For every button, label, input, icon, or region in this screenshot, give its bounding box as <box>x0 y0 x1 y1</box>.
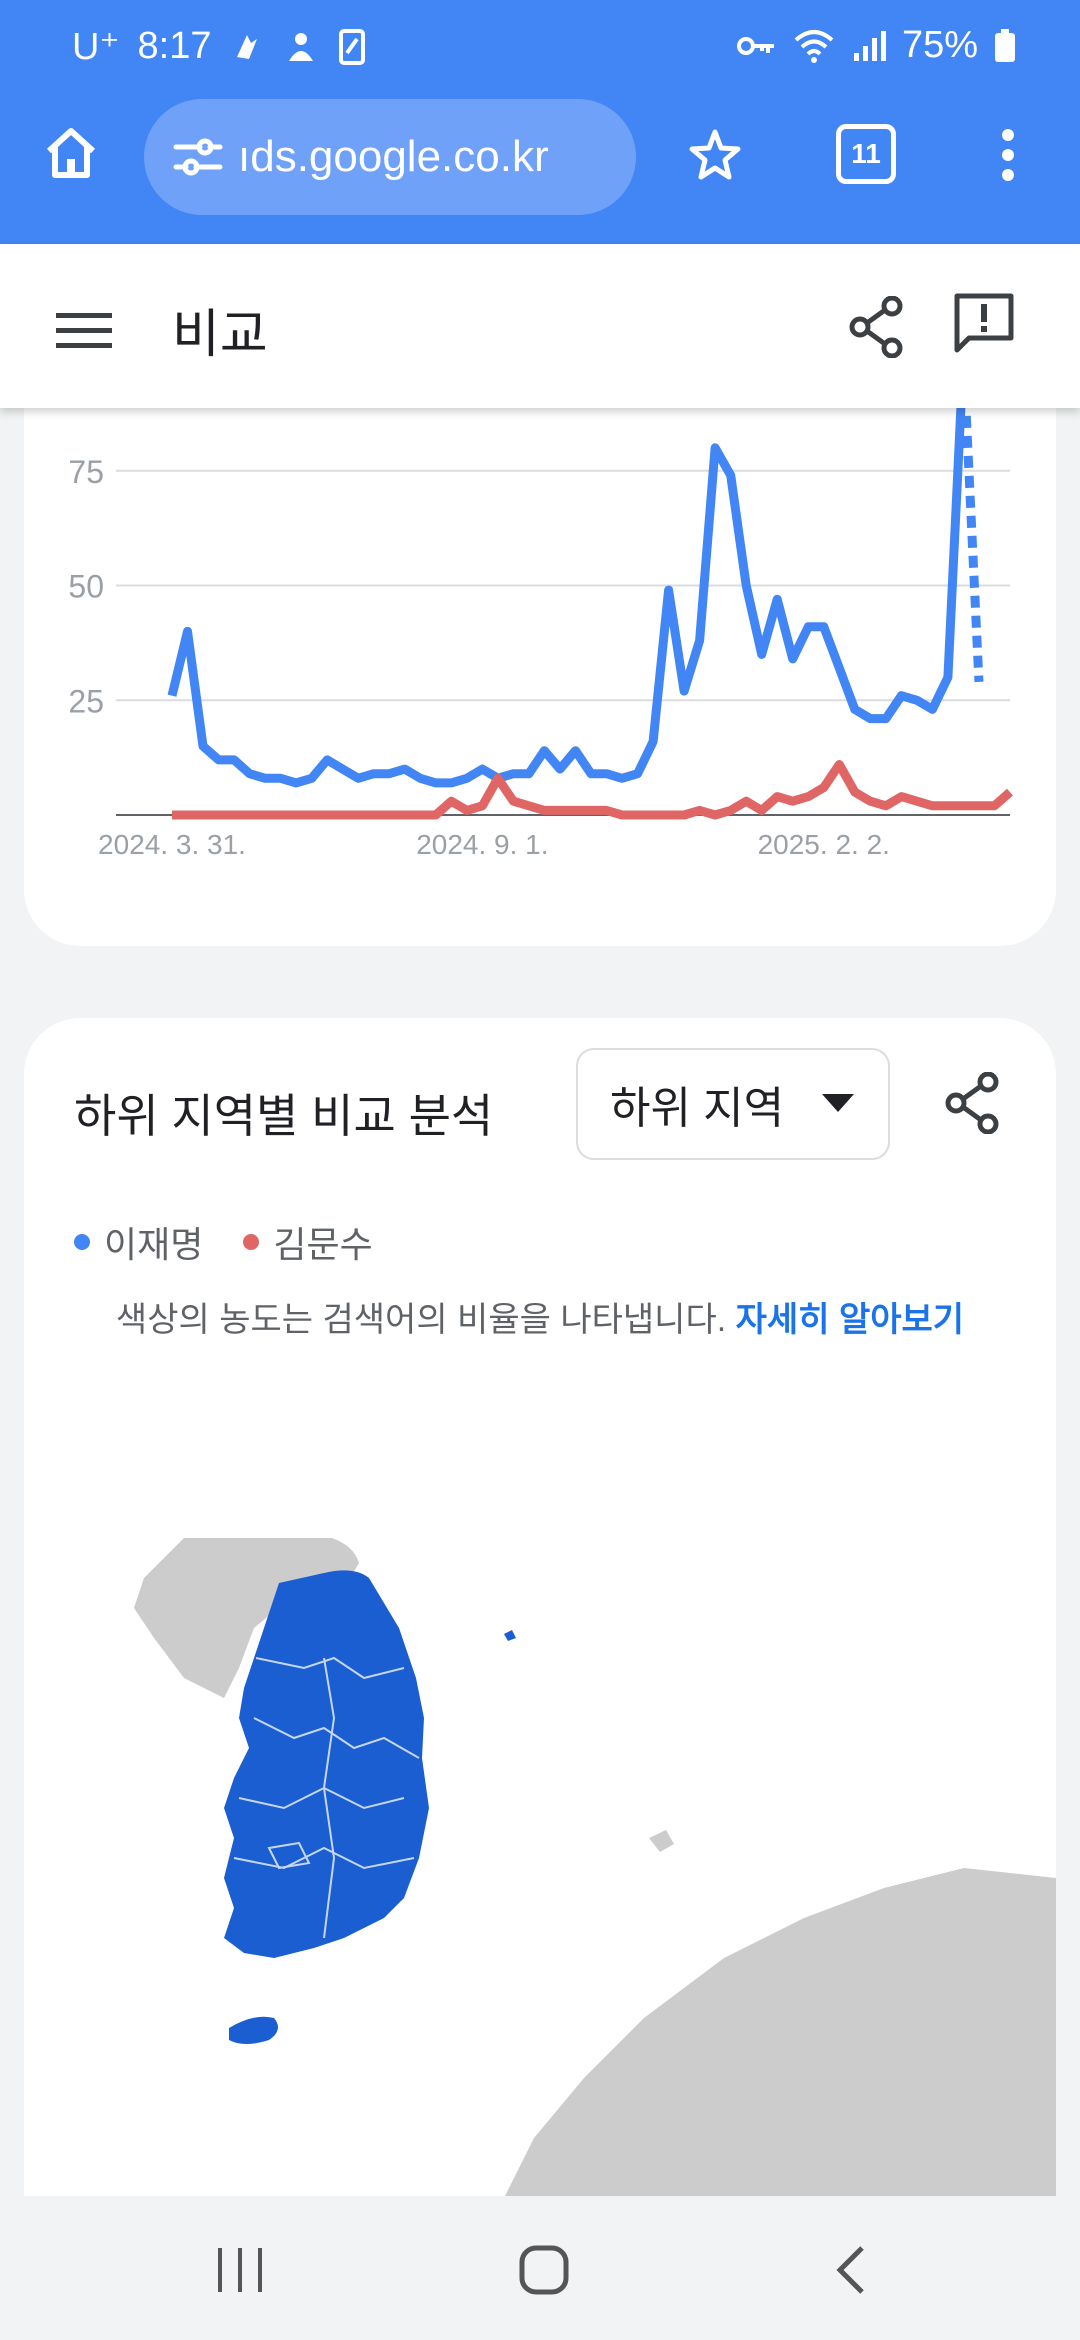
carrier-label: U⁺ <box>72 26 120 68</box>
learn-more-link[interactable]: 자세히 알아보기 <box>735 1301 965 1339</box>
series-line-kim <box>172 760 1013 820</box>
share-icon <box>945 1072 999 1134</box>
map-region-ulleung[interactable] <box>504 1630 516 1641</box>
status-bar: U⁺ 8:17 75% <box>0 0 1080 96</box>
chevron-down-icon <box>822 1094 854 1112</box>
bookmark-star-icon <box>689 129 741 180</box>
more-menu-button[interactable] <box>986 120 1030 190</box>
bookmark-button[interactable] <box>680 120 750 190</box>
more-menu-icon <box>1002 129 1014 181</box>
share-button[interactable] <box>846 292 906 362</box>
menu-button[interactable] <box>52 304 116 358</box>
map-region-jeju[interactable] <box>229 2016 278 2044</box>
recent-apps-button[interactable] <box>210 2240 270 2300</box>
note-text: 색상의 농도는 검색어의 비율을 나타냅니다. <box>115 1301 727 1339</box>
color-intensity-note: 색상의 농도는 검색어의 비율을 나타냅니다. 자세히 알아보기 <box>24 1292 1056 1341</box>
system-nav-bar <box>0 2196 1080 2340</box>
clock: 8:17 <box>137 25 212 67</box>
y-tick-label: 25 <box>68 683 104 719</box>
interest-line-chart: 25 50 75 2024. 3. 31. 2024. 9. 1. 2025. 2. 2… <box>68 355 1013 860</box>
key-icon <box>736 36 774 55</box>
x-tick-label: 2025. 2. 2. <box>758 829 890 860</box>
home-button[interactable] <box>38 120 104 186</box>
legend-label-kim: 김문수 <box>273 1224 373 1265</box>
dropdown-label: 하위 지역 <box>610 1084 785 1133</box>
y-tick-label: 75 <box>68 454 104 490</box>
feedback-button[interactable] <box>952 290 1016 358</box>
legend-dot-lee <box>74 1234 90 1250</box>
page-title: 비교 <box>172 306 268 364</box>
y-tick-label: 50 <box>68 569 104 605</box>
app-icon <box>289 32 314 61</box>
tab-count: 11 <box>851 138 881 169</box>
notification-icon <box>237 34 258 59</box>
back-icon <box>836 2246 864 2294</box>
map-land-japan <box>504 1868 1056 2198</box>
wifi-icon <box>794 29 834 63</box>
section-title: 하위 지역별 비교 분석 <box>74 1090 494 1142</box>
home-button-icon <box>519 2245 569 2295</box>
korea-region-map[interactable] <box>24 1018 1056 2198</box>
tab-switcher-icon[interactable]: 11 <box>836 124 896 184</box>
share-icon <box>849 296 903 358</box>
address-bar[interactable]: ıds.google.co.kr <box>144 99 636 215</box>
map-region-borders <box>233 1656 420 1939</box>
recent-apps-icon <box>218 2248 262 2292</box>
battery-percent: 75% <box>901 24 978 66</box>
browser-toolbar: ıds.google.co.kr 11 <box>0 96 1080 244</box>
signal-icon <box>853 30 886 61</box>
home-icon <box>46 128 96 178</box>
site-settings-icon[interactable] <box>170 129 226 185</box>
feedback-icon <box>954 293 1014 353</box>
map-legend: 이재명 김문수 <box>74 1216 373 1268</box>
legend-label-lee: 이재명 <box>104 1224 204 1265</box>
x-tick-label: 2024. 9. 1. <box>416 829 548 860</box>
map-land-island <box>649 1830 674 1852</box>
home-nav-button[interactable] <box>514 2240 574 2300</box>
region-share-button[interactable] <box>942 1070 1002 1136</box>
legend-dot-kim <box>243 1234 260 1250</box>
battery-icon <box>995 28 1015 62</box>
phone-icon <box>339 28 366 65</box>
region-dropdown[interactable]: 하위 지역 <box>576 1048 890 1160</box>
url-text: ıds.google.co.kr <box>238 132 549 181</box>
app-bar: 비교 <box>0 244 1080 408</box>
interest-over-time-card: 25 50 75 2024. 3. 31. 2024. 9. 1. 2025. 2. 2… <box>24 355 1056 946</box>
hamburger-menu-icon <box>56 313 112 348</box>
x-tick-label: 2024. 3. 31. <box>98 829 246 860</box>
series-partial-lee <box>958 355 984 683</box>
regional-comparison-card: 하위 지역별 비교 분석 하위 지역 이재명 김문수 색상의 농도는 검색어의 … <box>24 1018 1056 2198</box>
series-line-lee <box>167 355 968 788</box>
back-button[interactable] <box>820 2240 880 2300</box>
